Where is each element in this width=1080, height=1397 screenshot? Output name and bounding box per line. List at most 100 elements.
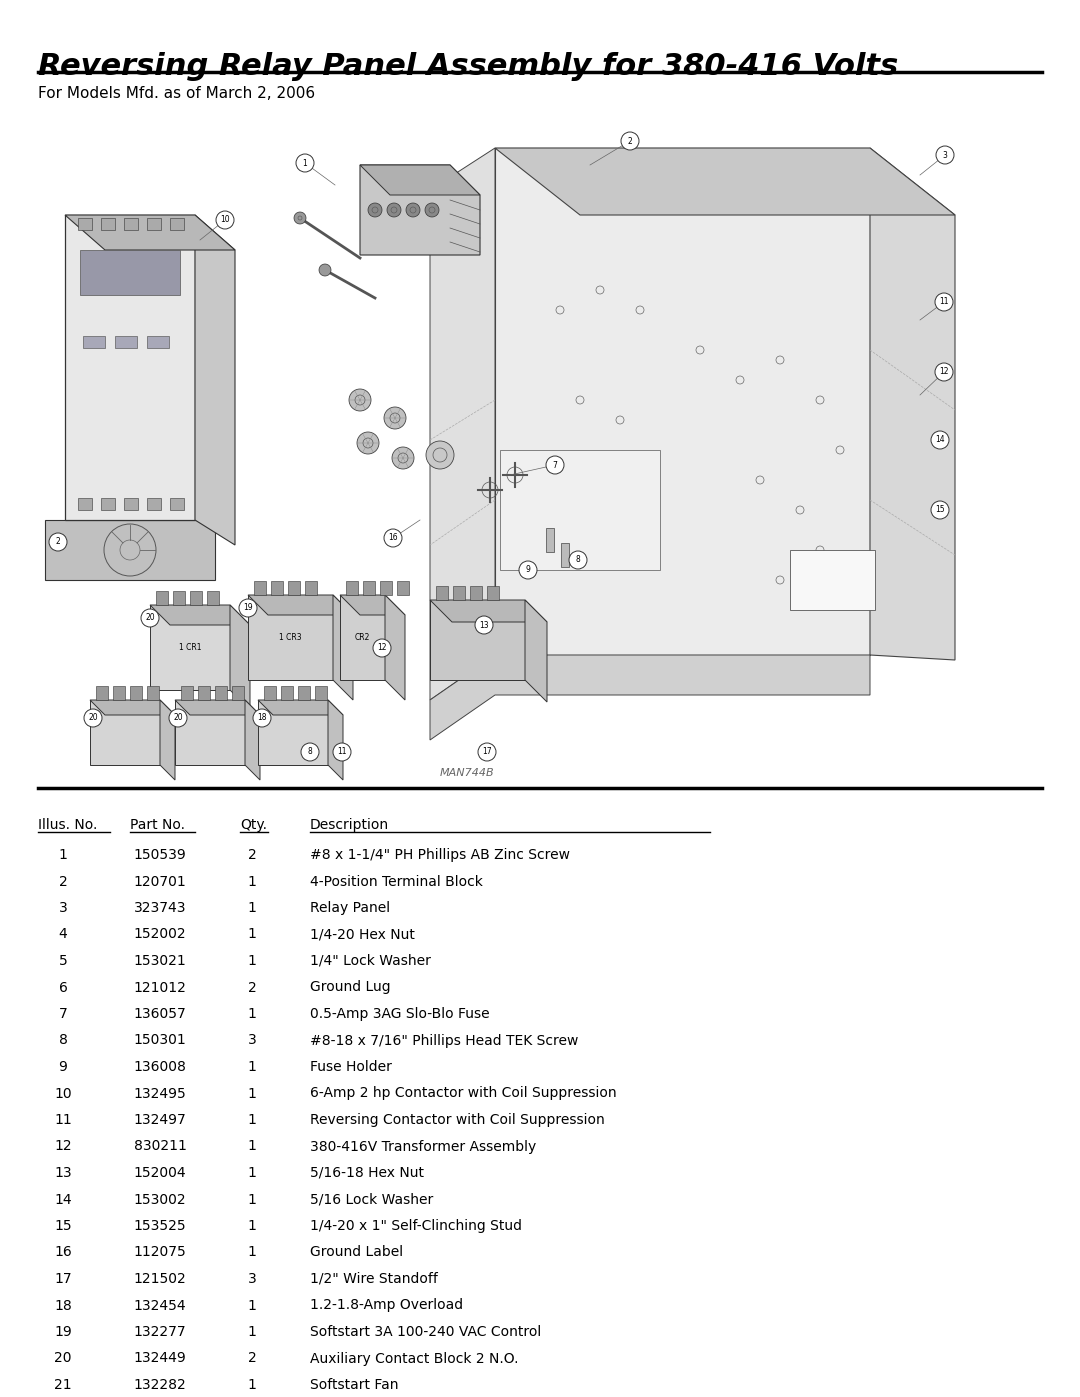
Text: 17: 17 bbox=[482, 747, 491, 757]
Text: 1: 1 bbox=[247, 901, 256, 915]
Text: 152002: 152002 bbox=[134, 928, 187, 942]
Text: Reversing Contactor with Coil Suppression: Reversing Contactor with Coil Suppressio… bbox=[310, 1113, 605, 1127]
Bar bbox=[173, 591, 185, 605]
Text: 7: 7 bbox=[553, 461, 557, 469]
Text: 16: 16 bbox=[54, 1246, 72, 1260]
Text: 2: 2 bbox=[58, 875, 67, 888]
Bar bbox=[436, 585, 448, 599]
Circle shape bbox=[387, 203, 401, 217]
Bar bbox=[453, 585, 465, 599]
Bar bbox=[96, 686, 108, 700]
Bar bbox=[397, 581, 409, 595]
Bar bbox=[298, 686, 310, 700]
Polygon shape bbox=[175, 700, 245, 766]
Polygon shape bbox=[258, 700, 343, 715]
Text: 1: 1 bbox=[247, 1166, 256, 1180]
Bar bbox=[130, 686, 141, 700]
Circle shape bbox=[368, 203, 382, 217]
Bar bbox=[546, 528, 554, 552]
Circle shape bbox=[333, 743, 351, 761]
Text: 6: 6 bbox=[58, 981, 67, 995]
Text: 19: 19 bbox=[243, 604, 253, 612]
Polygon shape bbox=[525, 599, 546, 703]
Text: 3: 3 bbox=[247, 1034, 256, 1048]
Text: Auxiliary Contact Block 2 N.O.: Auxiliary Contact Block 2 N.O. bbox=[310, 1351, 518, 1365]
Polygon shape bbox=[258, 700, 328, 766]
Circle shape bbox=[84, 710, 102, 726]
Circle shape bbox=[301, 743, 319, 761]
Bar bbox=[147, 686, 159, 700]
Text: 150301: 150301 bbox=[134, 1034, 187, 1048]
Bar bbox=[315, 686, 327, 700]
Circle shape bbox=[935, 363, 953, 381]
Text: For Models Mfd. as of March 2, 2006: For Models Mfd. as of March 2, 2006 bbox=[38, 87, 315, 101]
Text: 19: 19 bbox=[54, 1324, 72, 1338]
Text: 8: 8 bbox=[308, 747, 312, 757]
Text: 10: 10 bbox=[54, 1087, 71, 1101]
Polygon shape bbox=[195, 215, 235, 545]
Polygon shape bbox=[360, 165, 480, 256]
Text: 2: 2 bbox=[627, 137, 633, 145]
Polygon shape bbox=[870, 148, 955, 659]
Polygon shape bbox=[430, 148, 495, 700]
Circle shape bbox=[406, 203, 420, 217]
Polygon shape bbox=[430, 599, 525, 680]
Text: 323743: 323743 bbox=[134, 901, 186, 915]
Polygon shape bbox=[150, 605, 230, 690]
Text: MAN744B: MAN744B bbox=[440, 768, 495, 778]
Circle shape bbox=[384, 407, 406, 429]
Polygon shape bbox=[360, 165, 480, 196]
Text: 4: 4 bbox=[58, 928, 67, 942]
Text: Qty.: Qty. bbox=[240, 819, 267, 833]
Text: 1/2" Wire Standoff: 1/2" Wire Standoff bbox=[310, 1273, 437, 1287]
Text: Softstart Fan: Softstart Fan bbox=[310, 1377, 399, 1391]
Text: 153002: 153002 bbox=[134, 1193, 187, 1207]
Bar bbox=[102, 497, 114, 510]
Text: 3: 3 bbox=[247, 1273, 256, 1287]
Circle shape bbox=[216, 211, 234, 229]
Polygon shape bbox=[495, 148, 955, 215]
Text: Ground Lug: Ground Lug bbox=[310, 981, 391, 995]
Text: 1/4" Lock Washer: 1/4" Lock Washer bbox=[310, 954, 431, 968]
Text: 1: 1 bbox=[247, 1113, 256, 1127]
Polygon shape bbox=[230, 605, 249, 710]
Circle shape bbox=[319, 264, 330, 277]
Text: 16: 16 bbox=[388, 534, 397, 542]
Polygon shape bbox=[248, 595, 353, 615]
Polygon shape bbox=[45, 520, 215, 580]
Bar bbox=[170, 497, 184, 510]
Text: 1: 1 bbox=[247, 928, 256, 942]
Polygon shape bbox=[384, 595, 405, 700]
Text: 2: 2 bbox=[247, 1351, 256, 1365]
Bar bbox=[346, 581, 357, 595]
Text: 1: 1 bbox=[247, 1087, 256, 1101]
Text: Description: Description bbox=[310, 819, 389, 833]
Bar bbox=[288, 581, 300, 595]
Text: 5/16 Lock Washer: 5/16 Lock Washer bbox=[310, 1193, 433, 1207]
Text: 1: 1 bbox=[247, 1298, 256, 1313]
Text: CR2: CR2 bbox=[354, 633, 369, 641]
Text: 5/16-18 Hex Nut: 5/16-18 Hex Nut bbox=[310, 1166, 424, 1180]
Bar bbox=[281, 686, 293, 700]
Circle shape bbox=[49, 534, 67, 550]
Polygon shape bbox=[340, 595, 405, 615]
Text: 132282: 132282 bbox=[134, 1377, 187, 1391]
Bar bbox=[83, 337, 105, 348]
Text: 4-Position Terminal Block: 4-Position Terminal Block bbox=[310, 875, 483, 888]
Bar bbox=[487, 585, 499, 599]
Text: 1.2-1.8-Amp Overload: 1.2-1.8-Amp Overload bbox=[310, 1298, 463, 1313]
Circle shape bbox=[141, 609, 159, 627]
Polygon shape bbox=[90, 700, 175, 715]
Text: 11: 11 bbox=[54, 1113, 72, 1127]
Text: 1: 1 bbox=[247, 875, 256, 888]
Text: 1 CR1: 1 CR1 bbox=[179, 643, 201, 651]
Bar bbox=[207, 591, 219, 605]
Text: 6-Amp 2 hp Contactor with Coil Suppression: 6-Amp 2 hp Contactor with Coil Suppressi… bbox=[310, 1087, 617, 1101]
Bar bbox=[264, 686, 276, 700]
Polygon shape bbox=[340, 595, 384, 680]
Text: 12: 12 bbox=[54, 1140, 71, 1154]
Circle shape bbox=[621, 131, 639, 149]
Text: 12: 12 bbox=[940, 367, 948, 377]
Polygon shape bbox=[495, 148, 870, 655]
Text: 14: 14 bbox=[935, 436, 945, 444]
